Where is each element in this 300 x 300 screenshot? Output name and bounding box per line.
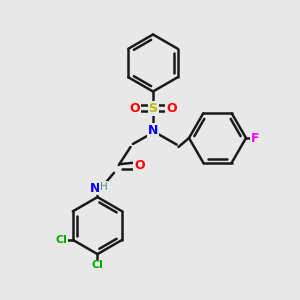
Text: S: S [148,101,158,115]
Text: O: O [134,159,145,172]
Text: O: O [129,101,140,115]
Text: O: O [166,101,177,115]
Text: F: F [251,131,260,145]
Text: Cl: Cl [92,260,104,271]
Text: Cl: Cl [56,235,68,245]
Text: N: N [90,182,100,195]
Text: H: H [100,182,107,192]
Text: N: N [148,124,158,137]
